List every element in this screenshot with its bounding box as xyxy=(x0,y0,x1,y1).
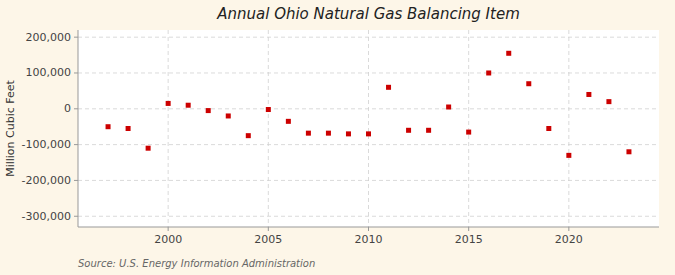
point xyxy=(106,124,111,129)
axes: -300,000 -200,000 -100,000 0 100,000 200,000 2… xyxy=(22,30,659,246)
point xyxy=(326,131,331,136)
point xyxy=(266,107,271,112)
tick xyxy=(368,227,369,231)
background xyxy=(0,0,675,275)
grid xyxy=(78,30,659,227)
point xyxy=(446,105,451,110)
point xyxy=(426,128,431,133)
point xyxy=(386,85,391,90)
x-axis-line xyxy=(78,227,659,228)
tick-label: 0 xyxy=(64,102,71,115)
tick xyxy=(568,227,569,231)
tick xyxy=(74,72,78,73)
tick-label: -300,000 xyxy=(22,210,71,223)
point xyxy=(466,130,471,135)
tick-label: 2000 xyxy=(154,233,182,246)
tick-label: 2020 xyxy=(555,233,583,246)
grid-line xyxy=(568,30,569,227)
point xyxy=(346,131,351,136)
point xyxy=(406,128,411,133)
tick xyxy=(74,180,78,181)
tick-label: -200,000 xyxy=(22,174,71,187)
points xyxy=(106,51,632,158)
grid-line xyxy=(268,30,269,227)
tick-label: 200,000 xyxy=(26,31,72,44)
tick-label: 100,000 xyxy=(26,66,72,79)
point xyxy=(246,133,251,138)
point xyxy=(626,149,631,154)
source-note: Source: U.S. Energy Information Administ… xyxy=(78,258,315,269)
point xyxy=(166,101,171,106)
point xyxy=(566,153,571,158)
tick xyxy=(268,227,269,231)
point xyxy=(606,99,611,104)
grid-line xyxy=(468,30,469,227)
tick xyxy=(468,227,469,231)
tick-label: 2005 xyxy=(254,233,282,246)
point xyxy=(586,92,591,97)
point xyxy=(286,119,291,124)
tick xyxy=(74,37,78,38)
grid-line xyxy=(368,30,369,227)
title: Annual Ohio Natural Gas Balancing Item xyxy=(216,5,520,23)
tick xyxy=(74,108,78,109)
tick xyxy=(74,144,78,145)
point xyxy=(226,113,231,118)
chart: -300,000 -200,000 -100,000 0 100,000 200,000 2… xyxy=(0,0,675,275)
point xyxy=(546,126,551,131)
tick xyxy=(74,216,78,217)
tick-label: 2010 xyxy=(355,233,383,246)
point xyxy=(486,70,491,75)
point xyxy=(186,103,191,108)
tick-label: 2015 xyxy=(455,233,483,246)
y-axis-label: Million Cubic Feet xyxy=(4,79,17,176)
plot-area xyxy=(78,30,659,227)
point xyxy=(146,146,151,151)
grid-line xyxy=(168,30,169,227)
point xyxy=(506,51,511,56)
point xyxy=(206,108,211,113)
point xyxy=(366,131,371,136)
point xyxy=(526,81,531,86)
point xyxy=(126,126,131,131)
tick xyxy=(168,227,169,231)
point xyxy=(306,131,311,136)
y-axis-line xyxy=(78,30,79,227)
tick-label: -100,000 xyxy=(22,138,71,151)
